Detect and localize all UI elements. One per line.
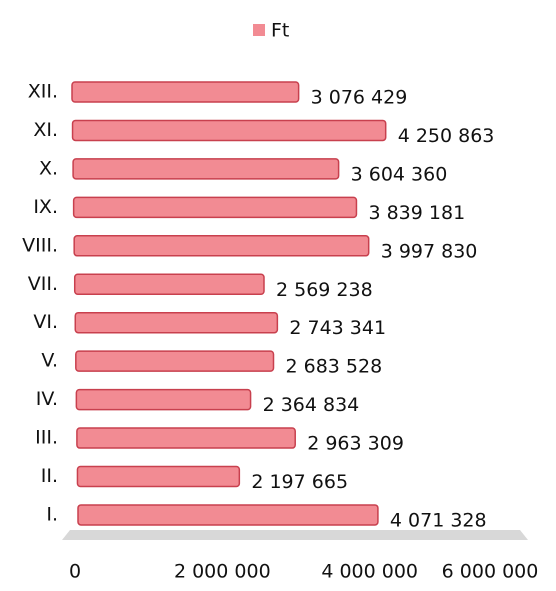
category-label: IX. <box>33 196 58 218</box>
category-label: II. <box>41 465 58 487</box>
x-tick-label: 4 000 000 <box>321 561 418 583</box>
category-label: III. <box>35 427 58 449</box>
floor <box>62 530 528 540</box>
bar <box>73 235 370 257</box>
legend-swatch <box>253 24 265 36</box>
bar <box>72 158 340 180</box>
x-tick-label: 2 000 000 <box>174 561 271 583</box>
value-label: 3 839 181 <box>368 202 465 224</box>
category-label: XII. <box>28 81 58 103</box>
value-label: 4 071 328 <box>390 509 487 531</box>
category-label: VII. <box>28 273 58 295</box>
bar <box>75 388 252 411</box>
bar <box>74 311 279 334</box>
bar <box>71 81 300 103</box>
value-label: 2 364 834 <box>263 394 360 416</box>
category-label: X. <box>39 157 58 179</box>
value-label: 2 963 309 <box>307 433 404 455</box>
bar <box>76 465 241 488</box>
legend-label: Ft <box>271 20 289 42</box>
category-label: VI. <box>33 311 58 333</box>
value-label: 2 569 238 <box>276 279 373 301</box>
value-label: 3 076 429 <box>311 87 408 109</box>
x-tick-label: 0 <box>69 561 81 583</box>
value-label: 2 683 528 <box>286 356 383 378</box>
category-label: I. <box>46 503 58 525</box>
category-label: VIII. <box>22 234 58 256</box>
category-label: XI. <box>33 119 58 141</box>
category-label: V. <box>41 350 58 372</box>
bar <box>76 427 296 449</box>
value-label: 4 250 863 <box>398 125 495 147</box>
value-label: 2 743 341 <box>289 317 386 339</box>
value-label: 3 997 830 <box>381 240 478 262</box>
bar <box>72 196 358 219</box>
category-label: IV. <box>36 388 58 410</box>
x-tick-label: 6 000 000 <box>442 561 539 583</box>
value-label: 2 197 665 <box>251 471 348 493</box>
bar <box>71 119 387 142</box>
bar <box>75 350 275 372</box>
value-label: 3 604 360 <box>351 163 448 185</box>
bar <box>73 273 265 295</box>
bar <box>77 504 379 526</box>
